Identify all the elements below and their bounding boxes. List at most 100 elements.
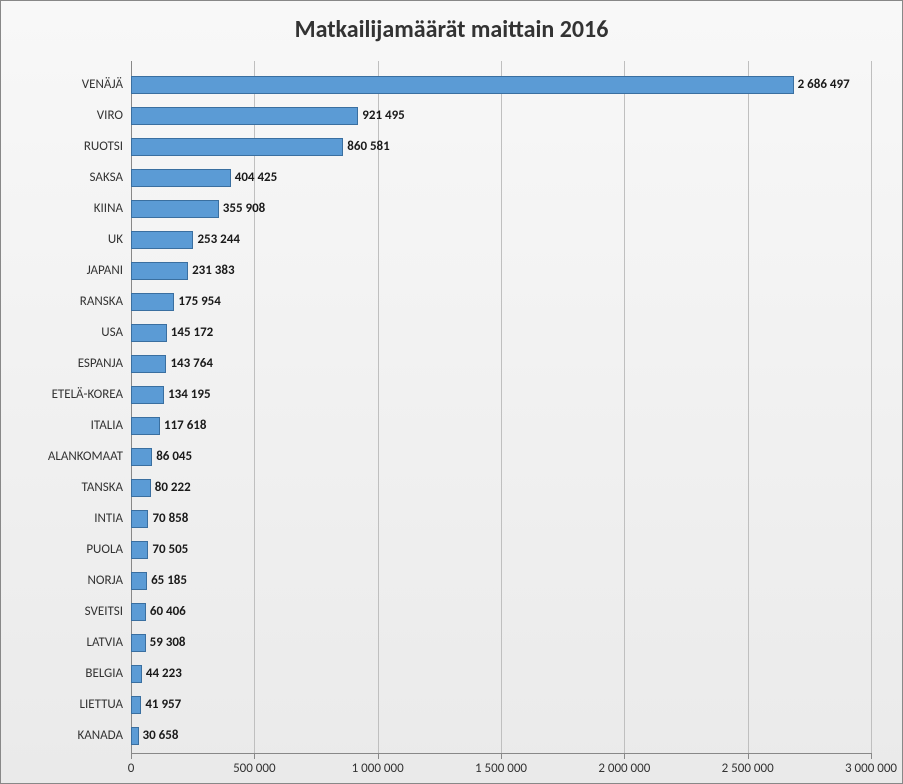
bar-row: SVEITSI60 406 [131,596,871,627]
bar-row: ALANKOMAAT86 045 [131,441,871,472]
bar-row: JAPANI231 383 [131,255,871,286]
category-label: NORJA [87,572,131,590]
bar-value-label: 134 195 [168,386,210,404]
bar-row: KANADA30 658 [131,720,871,751]
bar-row: TANSKA80 222 [131,472,871,503]
bar [131,355,166,373]
bar-value-label: 253 244 [197,231,239,249]
category-label: LATVIA [87,634,131,652]
bar-row: KIINA355 908 [131,193,871,224]
category-label: ESPANJA [78,355,131,373]
bar-value-label: 355 908 [223,200,265,218]
bar-value-label: 80 222 [155,479,191,497]
grid-line [871,61,872,753]
x-tick-label: 1 000 000 [352,761,404,776]
bar [131,138,343,156]
category-label: RANSKA [80,293,131,311]
x-tick-label: 2 500 000 [722,761,774,776]
bar-value-label: 117 618 [164,417,206,435]
category-label: ITALIA [91,417,131,435]
bar [131,324,167,342]
bar [131,665,142,683]
bar [131,448,152,466]
bar-row: INTIA70 858 [131,503,871,534]
bar-value-label: 921 495 [362,107,404,125]
category-label: VENÄJÄ [82,76,131,94]
bar-row: UK253 244 [131,224,871,255]
bar [131,727,139,745]
bar [131,510,148,528]
bar-row: PUOLA70 505 [131,534,871,565]
bar [131,572,147,590]
category-label: SAKSA [90,169,131,187]
x-tick-label: 1 500 000 [475,761,527,776]
bar [131,541,148,559]
bar-value-label: 145 172 [171,324,213,342]
bar [131,231,193,249]
x-tick-label: 3 000 000 [845,761,897,776]
bar [131,386,164,404]
x-tick-label: 2 000 000 [598,761,650,776]
category-label: VIRO [97,107,131,125]
bar-value-label: 59 308 [150,634,186,652]
x-tick-mark [871,753,872,759]
plot-area: 0500 0001 000 0001 500 0002 000 0002 500… [131,61,871,751]
bar-value-label: 65 185 [151,572,187,590]
category-label: LIETTUA [79,696,131,714]
category-label: KANADA [77,727,131,745]
bar-value-label: 70 858 [152,510,188,528]
bar-row: NORJA65 185 [131,565,871,596]
bar-row: BELGIA44 223 [131,658,871,689]
bar-row: LATVIA59 308 [131,627,871,658]
bar-row: ITALIA117 618 [131,410,871,441]
bar-row: RANSKA175 954 [131,286,871,317]
category-label: INTIA [94,510,131,528]
bar [131,479,151,497]
bar [131,417,160,435]
category-label: KIINA [94,200,131,218]
category-label: JAPANI [87,262,131,280]
bar-value-label: 2 686 497 [798,76,850,94]
bar-value-label: 60 406 [150,603,186,621]
bar-row: ETELÄ-KOREA134 195 [131,379,871,410]
category-label: PUOLA [86,541,131,559]
bar-value-label: 41 957 [145,696,181,714]
bar-value-label: 30 658 [143,727,179,745]
bar [131,696,141,714]
bar-row: ESPANJA143 764 [131,348,871,379]
bar [131,76,794,94]
bar [131,634,146,652]
category-label: TANSKA [82,479,131,497]
category-label: RUOTSI [84,138,131,156]
x-tick-label: 500 000 [233,761,275,776]
bar [131,293,174,311]
bar-value-label: 70 505 [152,541,188,559]
category-label: SVEITSI [85,603,131,621]
bar-row: USA145 172 [131,317,871,348]
x-tick-label: 0 [128,761,135,776]
bar-value-label: 404 425 [235,169,277,187]
category-label: BELGIA [85,665,131,683]
bar [131,603,146,621]
chart-title: Matkailijamäärät maittain 2016 [13,15,890,44]
bar [131,107,358,125]
bar-value-label: 143 764 [170,355,212,373]
bar-value-label: 860 581 [347,138,389,156]
category-label: UK [108,231,131,249]
bar-row: VENÄJÄ2 686 497 [131,69,871,100]
bar-row: LIETTUA41 957 [131,689,871,720]
bar [131,262,188,280]
x-axis-line [131,753,871,754]
bar [131,169,231,187]
chart-container: Matkailijamäärät maittain 2016 0500 0001… [0,0,903,784]
bar-value-label: 175 954 [178,293,220,311]
category-label: USA [101,324,131,342]
bar-row: SAKSA404 425 [131,162,871,193]
bar-value-label: 44 223 [146,665,182,683]
bar [131,200,219,218]
bar-value-label: 86 045 [156,448,192,466]
bar-row: RUOTSI860 581 [131,131,871,162]
category-label: ALANKOMAAT [48,448,131,466]
category-label: ETELÄ-KOREA [52,386,131,404]
bar-value-label: 231 383 [192,262,234,280]
